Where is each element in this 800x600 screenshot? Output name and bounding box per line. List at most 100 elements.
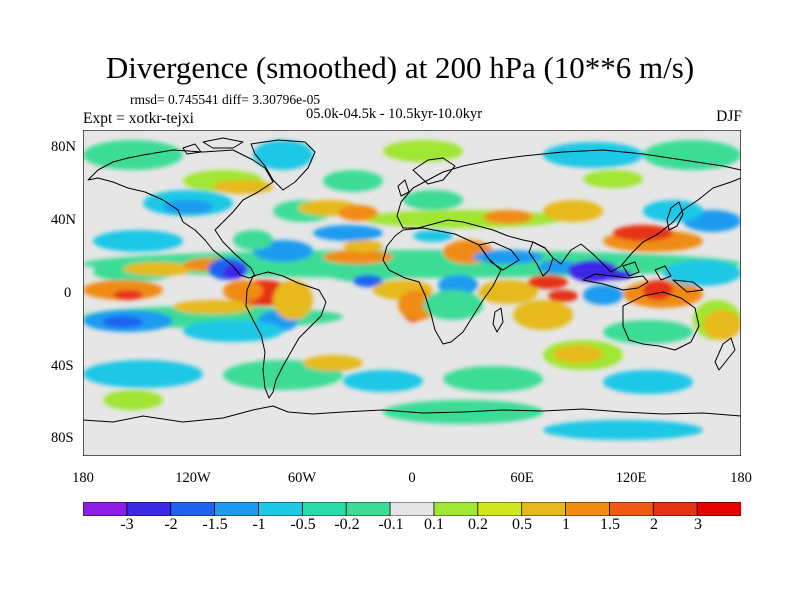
divergence-anomaly bbox=[103, 316, 143, 328]
chart-title: Divergence (smoothed) at 200 hPa (10**6 … bbox=[105, 50, 695, 85]
divergence-anomaly bbox=[643, 200, 703, 222]
colorbar-box bbox=[170, 502, 216, 516]
period-label: 05.0k-04.5k - 10.5kyr-10.0kyr bbox=[306, 106, 483, 122]
colorbar-label: -2 bbox=[164, 516, 178, 533]
divergence-anomaly bbox=[93, 230, 183, 252]
colorbar-label: 3 bbox=[694, 516, 702, 533]
colorbar-label: 0.1 bbox=[424, 516, 444, 533]
colorbar-label: 0.2 bbox=[468, 516, 488, 533]
coast-new-zealand bbox=[714, 337, 736, 371]
divergence-anomaly bbox=[583, 285, 623, 305]
coast-australia bbox=[622, 291, 700, 351]
divergence-anomaly bbox=[183, 320, 283, 342]
divergence-anomaly bbox=[593, 270, 633, 280]
divergence-anomaly bbox=[403, 190, 463, 210]
divergence-anomaly bbox=[553, 345, 603, 363]
coast-arabia bbox=[478, 241, 520, 271]
rmsd-diff-info: rmsd= 0.745541 diff= 3.30796e-05 bbox=[130, 92, 321, 107]
colorbar bbox=[83, 502, 741, 516]
divergence-anomaly bbox=[338, 205, 378, 221]
colorbar-box bbox=[609, 502, 654, 516]
divergence-anomaly bbox=[103, 390, 163, 410]
divergence-anomaly bbox=[213, 180, 273, 194]
divergence-anomaly bbox=[543, 200, 603, 222]
divergence-anomaly bbox=[323, 250, 393, 264]
divergence-anomaly bbox=[548, 290, 578, 302]
colorbar-box bbox=[389, 502, 435, 516]
coast-japan bbox=[666, 201, 684, 231]
colorbar-box bbox=[214, 502, 260, 516]
divergence-anomaly bbox=[303, 355, 363, 371]
colorbar-box bbox=[565, 502, 611, 516]
colorbar-box bbox=[521, 502, 567, 516]
divergence-anomaly bbox=[83, 360, 203, 388]
colorbar-box bbox=[433, 502, 479, 516]
colorbar-label: 1 bbox=[562, 516, 570, 533]
colorbar-label: -0.5 bbox=[290, 516, 316, 533]
colorbar-box bbox=[652, 502, 698, 516]
coast-scandinavia bbox=[397, 157, 456, 197]
divergence-anomaly bbox=[353, 275, 383, 287]
x-tick-60e: 60E bbox=[510, 470, 534, 486]
colorbar-box bbox=[126, 502, 172, 516]
coast-indonesia bbox=[582, 261, 704, 293]
colorbar-box bbox=[696, 502, 741, 516]
divergence-map bbox=[83, 130, 741, 456]
divergence-anomaly bbox=[603, 370, 693, 394]
colorbar-label: -0.2 bbox=[334, 516, 360, 533]
divergence-anomaly bbox=[223, 265, 245, 279]
divergence-anomaly bbox=[253, 140, 313, 170]
divergence-anomaly bbox=[173, 300, 253, 314]
divergence-anomaly bbox=[363, 210, 563, 228]
divergence-anomaly bbox=[643, 280, 673, 300]
colorbar-label: -1.5 bbox=[202, 516, 228, 533]
colorbar-box bbox=[258, 502, 304, 516]
divergence-anomaly bbox=[413, 230, 453, 242]
divergence-anomaly bbox=[663, 260, 741, 286]
colorbar-box bbox=[83, 502, 128, 516]
y-tick-80s: 80S bbox=[51, 430, 74, 446]
divergence-anomaly bbox=[438, 275, 478, 295]
divergence-anomaly bbox=[343, 240, 383, 252]
divergence-anomaly bbox=[343, 370, 423, 392]
x-tick-120e: 120E bbox=[615, 470, 647, 486]
coast-antarctica bbox=[83, 405, 741, 423]
colorbar-label: -1 bbox=[252, 516, 266, 533]
divergence-anomaly bbox=[323, 170, 383, 192]
x-tick-180w: 180 bbox=[72, 470, 94, 486]
colorbar-label: -0.1 bbox=[378, 516, 404, 533]
colorbar-box bbox=[477, 502, 523, 516]
colorbar-label: 0.5 bbox=[512, 516, 532, 533]
x-tick-60w: 60W bbox=[287, 470, 317, 486]
divergence-anomaly bbox=[703, 310, 741, 340]
divergence-anomaly bbox=[603, 320, 693, 344]
divergence-anomaly bbox=[83, 140, 183, 170]
divergence-field bbox=[83, 140, 741, 440]
divergence-anomaly bbox=[383, 140, 463, 162]
divergence-anomaly bbox=[323, 260, 403, 282]
coastlines bbox=[83, 137, 741, 423]
divergence-anomaly bbox=[163, 200, 213, 214]
divergence-anomaly bbox=[543, 142, 643, 168]
divergence-anomaly bbox=[443, 366, 543, 392]
divergence-anomaly bbox=[233, 230, 273, 250]
x-tick-0: 0 bbox=[408, 470, 416, 486]
divergence-anomaly bbox=[423, 290, 483, 320]
divergence-anomaly bbox=[583, 170, 643, 188]
y-tick-40n: 40N bbox=[51, 212, 76, 228]
divergence-anomaly bbox=[643, 140, 741, 170]
colorbar-box bbox=[301, 502, 347, 516]
divergence-anomaly bbox=[313, 225, 383, 241]
coast-greenland bbox=[250, 139, 316, 191]
divergence-anomaly bbox=[123, 262, 193, 276]
coast-north-america bbox=[87, 149, 274, 279]
divergence-anomaly bbox=[113, 290, 143, 300]
y-tick-40s: 40S bbox=[51, 358, 74, 374]
coast-madagascar bbox=[492, 307, 504, 333]
colorbar-box bbox=[345, 502, 391, 516]
coast-eurasia bbox=[396, 149, 741, 273]
colorbar-label: 1.5 bbox=[600, 516, 620, 533]
y-tick-80n: 80N bbox=[51, 139, 76, 155]
season-label: DJF bbox=[716, 108, 742, 125]
coast-arctic-islands bbox=[182, 137, 244, 155]
